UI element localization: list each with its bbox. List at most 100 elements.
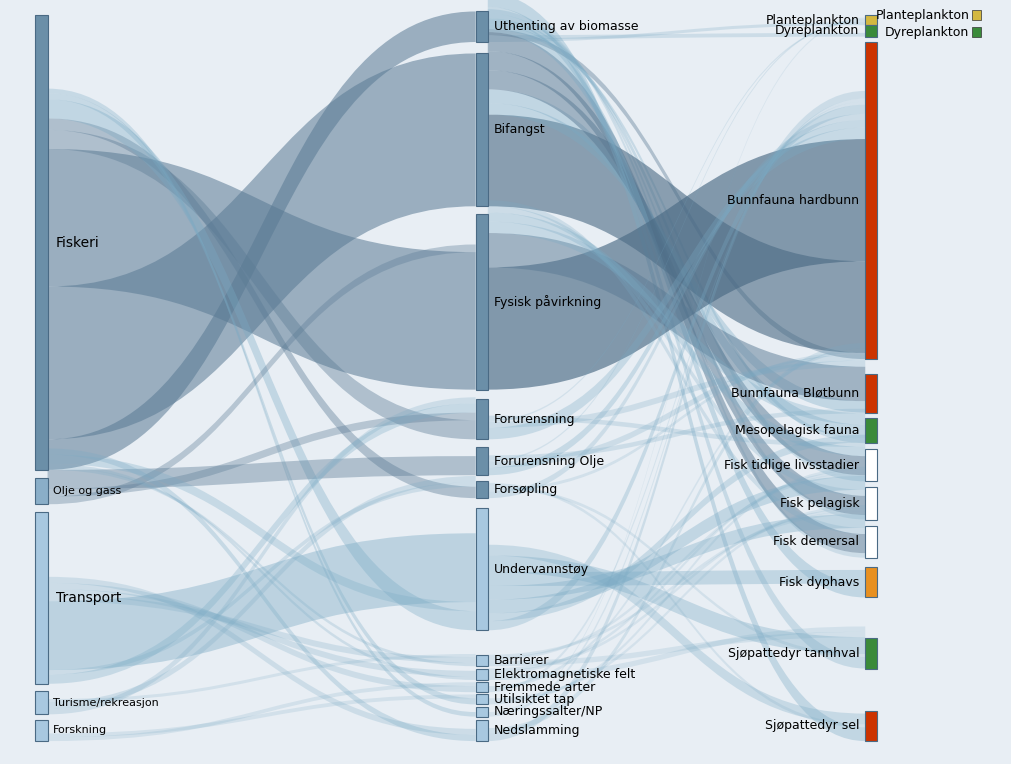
Text: Bunnfauna hardbunn: Bunnfauna hardbunn: [727, 194, 858, 207]
PathPatch shape: [48, 53, 475, 439]
PathPatch shape: [487, 555, 864, 654]
Text: Utilsiktet tap: Utilsiktet tap: [493, 693, 573, 706]
Bar: [864, 449, 877, 481]
PathPatch shape: [48, 467, 475, 666]
PathPatch shape: [487, 99, 864, 717]
PathPatch shape: [48, 654, 475, 702]
PathPatch shape: [48, 455, 475, 611]
Text: Fisk pelagisk: Fisk pelagisk: [778, 497, 858, 510]
Bar: [864, 711, 877, 741]
Bar: [475, 655, 487, 666]
Bar: [35, 15, 48, 470]
Bar: [475, 682, 487, 692]
PathPatch shape: [487, 508, 864, 672]
Text: Fisk demersal: Fisk demersal: [772, 535, 858, 549]
Text: Fysisk påvirkning: Fysisk påvirkning: [493, 295, 601, 309]
Bar: [35, 478, 48, 504]
PathPatch shape: [48, 595, 475, 663]
PathPatch shape: [48, 448, 475, 741]
PathPatch shape: [48, 476, 475, 708]
Text: Undervannstøy: Undervannstøy: [493, 562, 588, 576]
Text: Bunnfauna Bløtbunn: Bunnfauna Bløtbunn: [730, 387, 858, 400]
Text: Barrierer: Barrierer: [493, 654, 549, 667]
Bar: [971, 28, 980, 37]
Text: Turisme/rekreasjon: Turisme/rekreasjon: [53, 698, 158, 708]
Bar: [864, 25, 877, 37]
PathPatch shape: [487, 21, 864, 422]
Bar: [475, 214, 487, 390]
PathPatch shape: [487, 343, 864, 733]
PathPatch shape: [48, 589, 475, 677]
Text: Mesopelagisk fauna: Mesopelagisk fauna: [734, 424, 858, 437]
Text: Nedslamming: Nedslamming: [493, 724, 579, 737]
PathPatch shape: [48, 244, 475, 504]
PathPatch shape: [487, 467, 864, 704]
Bar: [35, 720, 48, 741]
PathPatch shape: [487, 115, 864, 353]
Text: Transport: Transport: [56, 591, 121, 605]
PathPatch shape: [48, 482, 475, 675]
PathPatch shape: [48, 149, 475, 390]
Bar: [475, 707, 487, 717]
Bar: [864, 42, 877, 359]
Text: Dyreplankton: Dyreplankton: [774, 24, 858, 37]
PathPatch shape: [48, 464, 475, 680]
PathPatch shape: [487, 416, 864, 447]
Text: Elektromagnetiske felt: Elektromagnetiske felt: [493, 668, 635, 681]
PathPatch shape: [487, 354, 864, 468]
PathPatch shape: [487, 222, 864, 425]
PathPatch shape: [487, 483, 864, 727]
PathPatch shape: [487, 9, 864, 558]
PathPatch shape: [487, 33, 864, 39]
Bar: [475, 720, 487, 741]
PathPatch shape: [487, 114, 864, 498]
PathPatch shape: [487, 361, 864, 428]
Bar: [475, 694, 487, 704]
PathPatch shape: [48, 403, 475, 684]
Bar: [35, 691, 48, 714]
PathPatch shape: [487, 212, 864, 456]
PathPatch shape: [48, 577, 475, 735]
PathPatch shape: [487, 200, 864, 534]
Text: Forurensning Olje: Forurensning Olje: [493, 455, 604, 468]
PathPatch shape: [48, 11, 475, 470]
PathPatch shape: [487, 570, 864, 586]
Bar: [475, 481, 487, 498]
PathPatch shape: [487, 505, 864, 701]
PathPatch shape: [487, 24, 864, 443]
PathPatch shape: [487, 0, 864, 741]
PathPatch shape: [487, 18, 864, 714]
PathPatch shape: [487, 348, 864, 689]
Text: Bifangst: Bifangst: [493, 123, 545, 137]
PathPatch shape: [487, 511, 864, 658]
PathPatch shape: [48, 456, 475, 489]
Text: Olje og gass: Olje og gass: [53, 486, 120, 496]
PathPatch shape: [48, 89, 475, 717]
PathPatch shape: [487, 206, 864, 496]
PathPatch shape: [48, 99, 475, 630]
PathPatch shape: [48, 118, 475, 498]
Bar: [35, 512, 48, 684]
PathPatch shape: [48, 93, 475, 704]
Bar: [475, 508, 487, 630]
Text: Dyreplankton: Dyreplankton: [885, 25, 969, 39]
PathPatch shape: [487, 476, 864, 613]
Text: Fremmede arter: Fremmede arter: [493, 681, 594, 694]
PathPatch shape: [487, 70, 864, 475]
Text: Næringssalter/NP: Næringssalter/NP: [493, 705, 603, 718]
PathPatch shape: [487, 514, 864, 600]
PathPatch shape: [487, 91, 864, 741]
Bar: [864, 487, 877, 520]
PathPatch shape: [487, 435, 864, 621]
Text: Sjøpattedyr sel: Sjøpattedyr sel: [764, 719, 858, 733]
PathPatch shape: [48, 583, 475, 692]
PathPatch shape: [487, 351, 864, 492]
PathPatch shape: [48, 397, 475, 714]
Text: Forskning: Forskning: [53, 725, 106, 736]
PathPatch shape: [487, 632, 864, 666]
Bar: [475, 668, 487, 680]
PathPatch shape: [487, 102, 864, 692]
PathPatch shape: [487, 14, 864, 520]
PathPatch shape: [48, 130, 475, 439]
PathPatch shape: [487, 233, 864, 401]
